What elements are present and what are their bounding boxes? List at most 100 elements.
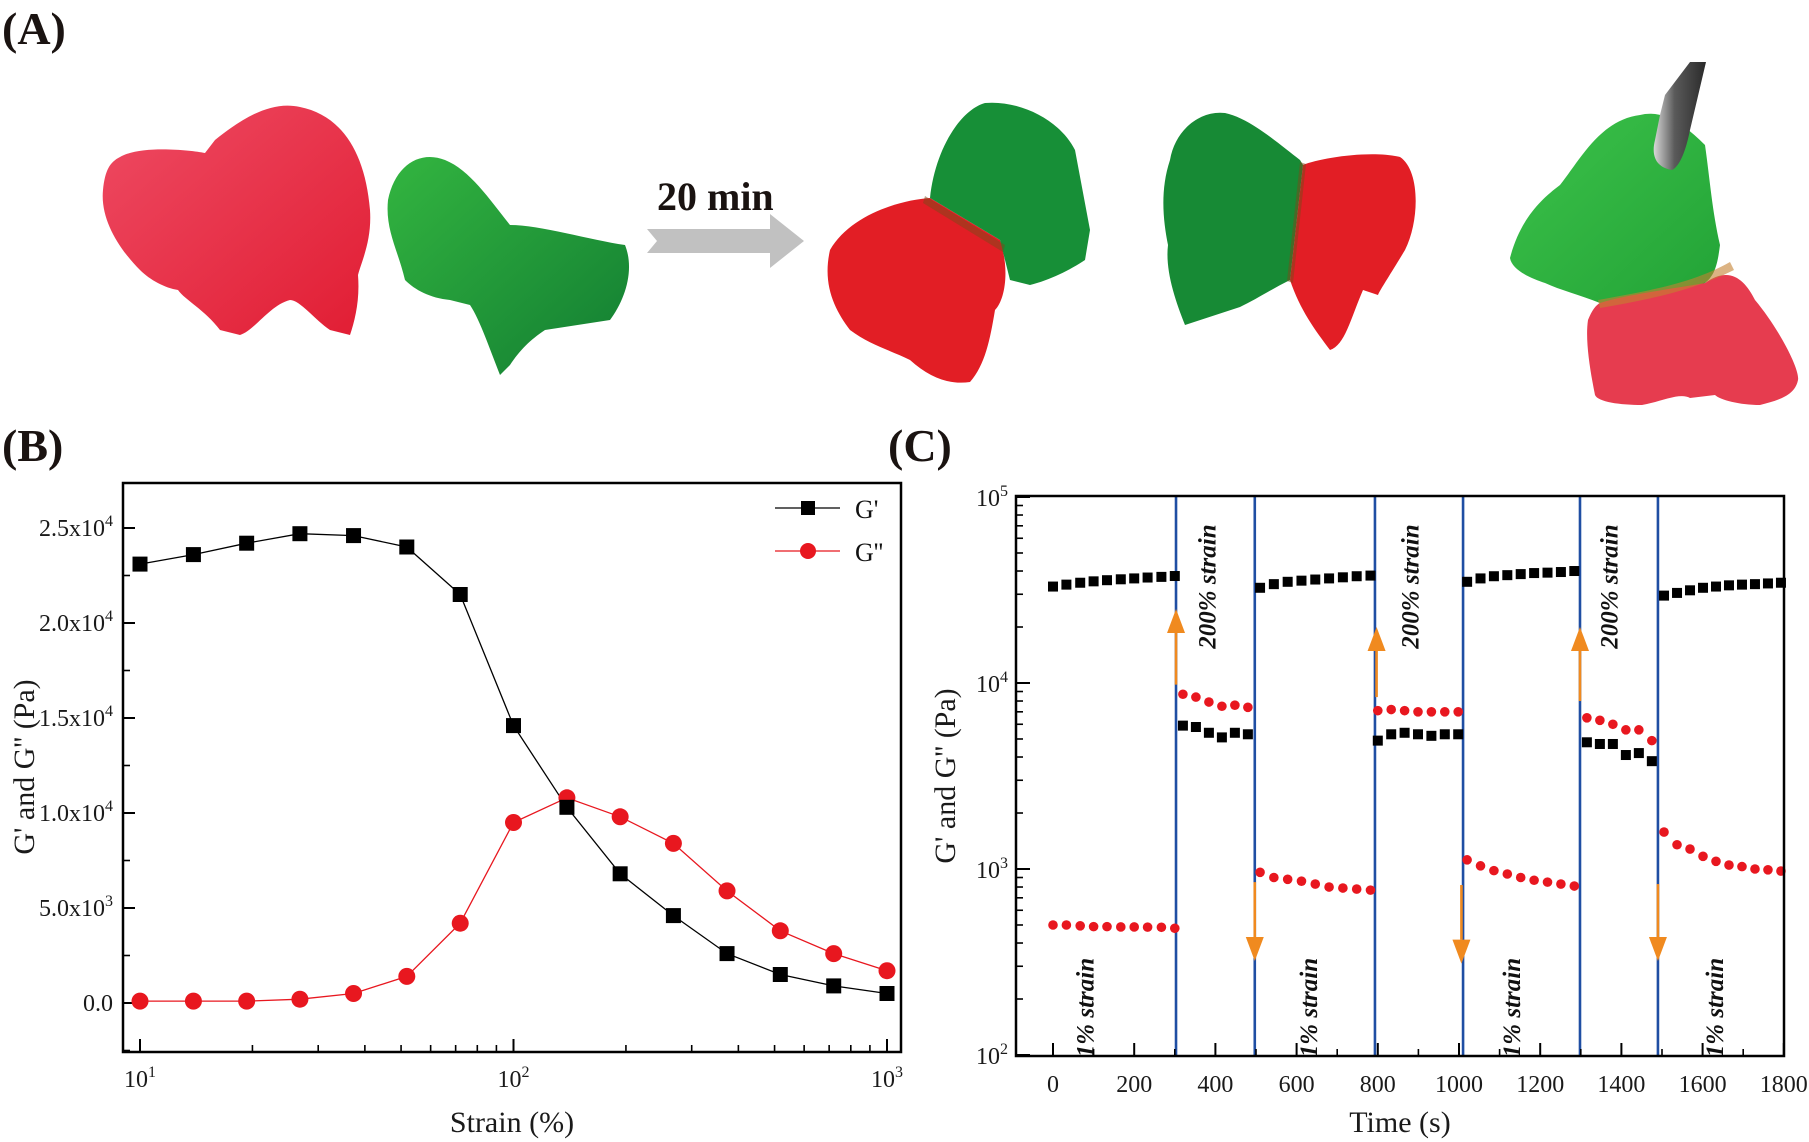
data-point-gprime (1156, 571, 1167, 582)
legend-gdoubleprime-label: G'' (855, 538, 883, 567)
data-point-gprime (1351, 571, 1362, 582)
data-point-gprime (1659, 590, 1670, 601)
annotation-1-strain: 1% strain (1702, 958, 1729, 1057)
legend-gprime-marker (801, 501, 815, 515)
data-point-gprime (399, 539, 415, 555)
data-point-gdoubleprime (1582, 712, 1592, 723)
data-point-gdoubleprime (131, 992, 149, 1010)
y-tick-label: 1.5x104 (39, 703, 113, 732)
data-point-gprime (1337, 572, 1348, 583)
data-point-gprime (1324, 573, 1335, 584)
data-point-gdoubleprime (1324, 882, 1334, 892)
y-tick-label: 0.0 (83, 991, 113, 1017)
data-point-gdoubleprime (771, 922, 789, 940)
data-point-gdoubleprime (664, 834, 682, 852)
data-point-gprime (1282, 576, 1293, 587)
data-point-gprime (1439, 729, 1450, 740)
x-tick-label: 400 (1197, 1072, 1233, 1098)
data-point-gprime (1229, 727, 1240, 738)
data-point-gprime (1685, 585, 1696, 596)
chart-b-frame (121, 481, 903, 1054)
data-point-gdoubleprime (1724, 860, 1734, 870)
healed-hydrogel-1 (827, 102, 1090, 383)
x-tick-label: 1600 (1679, 1072, 1727, 1098)
x-tick-label: 200 (1116, 1072, 1152, 1098)
data-point-gdoubleprime (1156, 922, 1167, 933)
data-point-gdoubleprime (1685, 844, 1695, 854)
data-point-gdoubleprime (1075, 921, 1086, 931)
annotation-1-strain: 1% strain (1073, 958, 1100, 1057)
data-point-gprime (1594, 738, 1605, 749)
data-point-gprime (1555, 567, 1566, 578)
data-point-gprime (1453, 729, 1464, 740)
y-tick-label: 1.0x104 (39, 798, 113, 827)
chart-c-frame (1014, 494, 1786, 1058)
data-point-gprime (1048, 581, 1058, 592)
data-point-gprime (506, 718, 521, 734)
data-point-gprime (1169, 571, 1180, 582)
chart-c-arrows (1167, 608, 1667, 964)
data-point-gdoubleprime (238, 992, 256, 1010)
data-point-gdoubleprime (1310, 879, 1321, 889)
data-point-gdoubleprime (1608, 719, 1618, 730)
data-point-gdoubleprime (1711, 856, 1721, 867)
data-point-gprime (239, 535, 255, 551)
chart-c-y-label: G' and G'' (Pa) (929, 688, 962, 863)
data-point-gdoubleprime (1170, 923, 1180, 934)
chart-b: 0.0 5.0x103 1.0x104 1.5x104 2.0x104 2.5x104 1… (8, 481, 903, 1139)
data-point-gprime (1569, 566, 1580, 577)
data-point-gdoubleprime (1386, 704, 1396, 715)
data-point-gdoubleprime (1296, 876, 1307, 886)
data-point-gprime (1775, 577, 1786, 588)
data-point-gprime (1177, 720, 1188, 731)
data-point-gprime (1190, 722, 1201, 733)
x-tick-label: 102 (498, 1064, 530, 1093)
data-point-gdoubleprime (1515, 872, 1526, 883)
data-point-gdoubleprime (1178, 689, 1188, 700)
healed-hydrogel-lifted (1510, 62, 1799, 405)
green-hydrogel-piece (387, 156, 630, 375)
chart-c-x-label: Time (s) (1349, 1106, 1450, 1139)
arrow-up-icon (1367, 627, 1386, 652)
x-tick-label: 1800 (1760, 1072, 1808, 1098)
data-point-gdoubleprime (1365, 885, 1376, 895)
data-point-gprime (1710, 581, 1721, 592)
data-point-gprime (1412, 729, 1423, 740)
data-point-gprime (1488, 571, 1499, 582)
data-point-gprime (1736, 579, 1747, 590)
red-hydrogel-piece (102, 105, 371, 335)
x-tick-label: 0 (1047, 1072, 1059, 1098)
arrow-up-icon (1167, 608, 1186, 633)
data-point-gdoubleprime (1255, 867, 1265, 878)
data-point-gdoubleprime (398, 967, 416, 985)
data-point-gprime (1088, 576, 1099, 587)
data-point-gprime (1672, 587, 1683, 598)
data-point-gdoubleprime (1529, 875, 1539, 886)
data-point-gdoubleprime (1204, 697, 1214, 707)
data-point-gdoubleprime (1191, 692, 1201, 702)
data-point-gdoubleprime (1502, 869, 1513, 879)
data-point-gprime (1426, 730, 1437, 741)
data-point-gdoubleprime (1088, 921, 1099, 932)
data-point-gdoubleprime (1048, 920, 1058, 930)
data-point-gprime (1061, 579, 1072, 590)
data-point-gdoubleprime (1413, 707, 1423, 717)
y-tick-label: 2.0x104 (39, 608, 113, 637)
legend-gdoubleprime-marker (800, 543, 816, 559)
data-point-gdoubleprime (1659, 827, 1669, 837)
data-point-gprime (1268, 579, 1279, 590)
data-point-gdoubleprime (1282, 874, 1293, 885)
annotation-1-strain: 1% strain (1296, 958, 1323, 1057)
annotation-1-strain: 1% strain (1499, 958, 1526, 1057)
x-tick-label: 800 (1360, 1072, 1396, 1098)
data-point-gprime (1515, 569, 1526, 580)
chart-c-annotations: 1% strain 200% strain 1% strain 200% strain… (1073, 524, 1729, 1057)
data-point-gdoubleprime (451, 914, 469, 932)
chart-b-x-label: Strain (%) (450, 1106, 574, 1139)
data-point-gprime (1242, 729, 1253, 740)
data-point-gprime (346, 528, 362, 544)
data-point-gprime (1633, 748, 1644, 759)
data-point-gprime (1723, 580, 1734, 591)
y-tick-label: 2.5x104 (39, 513, 113, 542)
data-point-gdoubleprime (1129, 922, 1139, 932)
